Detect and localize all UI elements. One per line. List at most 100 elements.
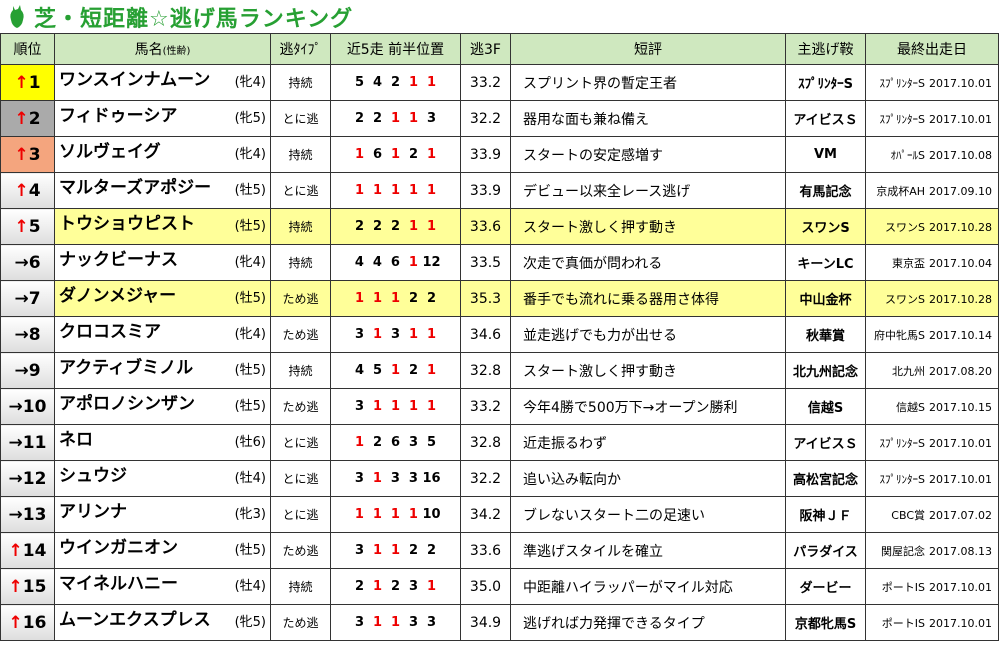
last-date: 2017.10.01	[929, 616, 992, 630]
last-race: ポートIS	[881, 616, 926, 630]
last-run: ポートIS 2017.10.01	[865, 604, 999, 641]
sex-age: (牡5)	[234, 399, 266, 414]
run-type: ため逃	[270, 532, 331, 569]
position: 2	[426, 543, 437, 558]
main-race: 秋華賞	[785, 316, 866, 353]
sex-age: (牡4)	[234, 471, 266, 486]
name-cell: (牡6) ネロ	[54, 424, 271, 461]
position: 3	[354, 399, 365, 414]
rank-arrow: →	[14, 360, 29, 381]
ranking-table: 順位 馬名(性齢) 逃ﾀｲﾌﾟ 近5走 前半位置 逃3F 短評 主逃げ鞍 最終出…	[0, 33, 999, 641]
position: 1	[354, 147, 365, 162]
rank-cell: →11	[0, 424, 55, 461]
comment: 今年4勝で500万下→オープン勝利	[510, 388, 786, 425]
position: 4	[372, 255, 382, 270]
position: 1	[426, 147, 437, 162]
sex-age: (牡5)	[234, 363, 266, 378]
rank-cell: ↑16	[0, 604, 55, 641]
main-race: 高松宮記念	[785, 460, 866, 497]
rank-arrow: ↑	[14, 72, 29, 93]
name-cell: (牡5) ダノンメジャー	[54, 280, 271, 317]
rank-cell: ↑14	[0, 532, 55, 569]
position: 1	[408, 399, 419, 414]
header: 馬名(性齢)	[54, 33, 271, 65]
position: 3	[354, 327, 365, 342]
last-run: ポートIS 2017.10.01	[865, 568, 999, 605]
last-run: CBC賞 2017.07.02	[865, 496, 999, 533]
position: 1	[408, 255, 418, 270]
name-cell: (牡4) マイネルハニー	[54, 568, 271, 605]
table-row: ↑16 (牝5) ムーンエクスプレス ため逃 3 1 1 3 3 34.9 逃げれば力発揮できるタイ…	[0, 604, 999, 641]
table-row: →6 (牝4) ナックビーナス 持続 4 4 6 1 12 33.5 次走で真価が問われる キーンLC…	[0, 244, 999, 281]
rank: 4	[28, 180, 41, 201]
position: 1	[354, 435, 365, 450]
sex-age: (牝3)	[234, 507, 266, 522]
last-run: 信越S 2017.10.15	[865, 388, 999, 425]
last-date: 2017.07.02	[929, 508, 992, 522]
main-race: スワンS	[785, 208, 866, 245]
last-run: 関屋記念 2017.08.13	[865, 532, 999, 569]
rank-cell: ↑1	[0, 64, 55, 101]
last-race: 北九州	[892, 364, 926, 378]
main-race: アイビスＳ	[785, 424, 866, 461]
last-run: ｵﾊﾟｰﾙS 2017.10.08	[865, 136, 999, 173]
main-race: ｽﾌﾟﾘﾝﾀｰS	[785, 64, 866, 101]
sex-age: (牡5)	[234, 291, 266, 306]
rank-arrow: →	[8, 396, 23, 417]
run-type: ため逃	[270, 316, 331, 353]
comment: 器用な面も兼ね備え	[510, 100, 786, 137]
main-race: パラダイス	[785, 532, 866, 569]
position: 3	[390, 327, 401, 342]
rank: 13	[22, 504, 47, 525]
rank-cell: →10	[0, 388, 55, 425]
position: 3	[426, 615, 437, 630]
run-type: とに逃	[270, 424, 331, 461]
sex-age: (牝4)	[234, 75, 266, 90]
last-date: 2017.10.28	[929, 292, 992, 306]
sex-age: (牝4)	[234, 327, 266, 342]
position: 2	[354, 111, 365, 126]
comment: ブレないスタート二の足速い	[510, 496, 786, 533]
rank-arrow: →	[14, 288, 29, 309]
sex-age: (牡4)	[234, 579, 266, 594]
position: 4	[354, 363, 365, 378]
rank-cell: ↑4	[0, 172, 55, 209]
rank-cell: ↑15	[0, 568, 55, 605]
main-race: 京都牝馬S	[785, 604, 866, 641]
header-row: 順位 馬名(性齢) 逃ﾀｲﾌﾟ 近5走 前半位置 逃3F 短評 主逃げ鞍 最終出…	[0, 33, 999, 65]
position: 3	[354, 471, 364, 486]
position: 3	[408, 471, 418, 486]
last-race: 関屋記念	[881, 544, 926, 558]
name-cell: (牝4) ワンスインナムーン	[54, 64, 271, 101]
horse-name: ワンスインナムーン	[59, 70, 211, 90]
horse-name: マイネルハニー	[59, 574, 178, 594]
last-date: 2017.09.10	[929, 184, 992, 198]
horse-name: アポロノシンザン	[59, 394, 195, 414]
position: 2	[408, 147, 419, 162]
table-row: ↑5 (牡5) トウショウピスト 持続 2 2 2 1 1 33.6 スタート激しく押す動き スワンS…	[0, 208, 999, 245]
rank-arrow: →	[8, 504, 23, 525]
position: 3	[390, 471, 400, 486]
position: 2	[372, 111, 383, 126]
header: 近5走 前半位置	[330, 33, 461, 65]
position: 1	[354, 291, 365, 306]
run-type: ため逃	[270, 388, 331, 425]
rank: 8	[28, 324, 41, 345]
last-race: スワンS	[885, 292, 926, 306]
comment: 番手でも流れに乗る器用さ体得	[510, 280, 786, 317]
rank-arrow: ↑	[14, 180, 29, 201]
sex-age: (牡6)	[234, 435, 266, 450]
position: 1	[390, 543, 401, 558]
run-type: とに逃	[270, 496, 331, 533]
last-date: 2017.08.13	[929, 544, 992, 558]
run-type: 持続	[270, 568, 331, 605]
last-date: 2017.10.15	[929, 400, 992, 414]
position: 1	[390, 183, 401, 198]
last-3f: 33.9	[460, 172, 511, 209]
table-row: →8 (牝4) クロコスミア ため逃 3 1 3 1 1 34.6 並走逃げでも力が出せる 秋華賞 府中…	[0, 316, 999, 353]
